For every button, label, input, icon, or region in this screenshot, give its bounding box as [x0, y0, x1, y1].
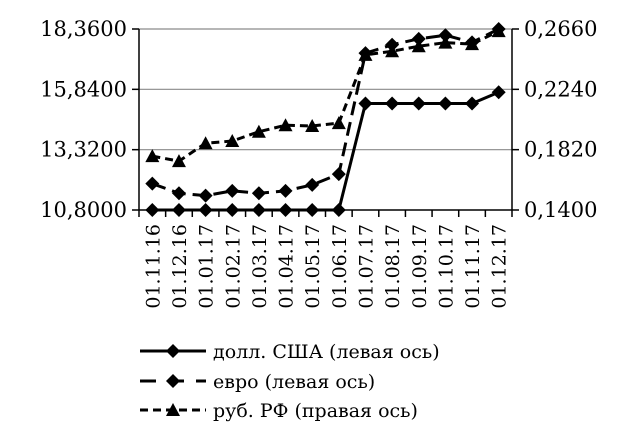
left-tick-label: 18,3600: [40, 17, 127, 41]
right-tick-label: 0,1820: [524, 138, 597, 162]
series-line: [152, 29, 500, 163]
legend-label: руб. РФ (правая ось): [213, 400, 418, 422]
x-tick-label: 01.12.17: [489, 224, 511, 309]
right-tick-label: 0,2660: [524, 17, 597, 41]
data-point: [385, 96, 400, 111]
data-point: [358, 96, 373, 111]
legend-entry: евро (левая ось): [140, 371, 375, 393]
data-point: [305, 177, 320, 192]
series-line: [151, 27, 500, 198]
left-axis-ticks: 10,8000 13,3200 15,8400 18,3600: [40, 17, 139, 222]
right-tick-label: 0,1400: [524, 198, 597, 222]
data-point: [198, 136, 213, 150]
data-point: [251, 186, 266, 201]
series-1: [145, 22, 506, 203]
axes: [138, 29, 513, 211]
x-tick-label: 01.11.17: [462, 224, 484, 309]
series-0: [145, 85, 506, 217]
gridlines: [139, 28, 512, 151]
x-tick-label: 01.04.17: [276, 224, 298, 309]
data-point: [465, 96, 480, 111]
x-tick-label: 01.11.16: [142, 224, 164, 309]
legend-marker: [166, 344, 180, 358]
data-point: [358, 47, 373, 61]
legend-entry: руб. РФ (правая ось): [140, 400, 418, 422]
series-layer: [145, 22, 506, 217]
data-point: [385, 44, 400, 58]
x-tick-label: 01.06.17: [329, 224, 351, 309]
data-point: [145, 176, 160, 191]
data-point: [411, 96, 426, 111]
left-tick-label: 15,8400: [40, 77, 127, 101]
legend-label: евро (левая ось): [213, 371, 375, 393]
x-axis-ticks: 01.11.16 01.12.16 01.01.17 01.02.17 01.03.17…: [138, 210, 513, 309]
data-point: [438, 96, 453, 111]
data-point: [225, 134, 240, 148]
x-tick-label: 01.08.17: [382, 224, 404, 309]
legend-marker: [166, 403, 180, 416]
data-point: [491, 85, 506, 100]
data-point: [491, 24, 506, 38]
x-tick-label: 01.10.17: [435, 224, 457, 309]
data-point: [465, 37, 480, 51]
x-tick-label: 01.03.17: [249, 224, 271, 309]
data-point: [438, 28, 453, 43]
data-point: [171, 154, 186, 168]
data-point: [305, 118, 320, 132]
legend-entry: долл. США (левая ось): [140, 341, 440, 363]
data-point: [278, 118, 293, 132]
x-tick-label: 01.02.17: [222, 224, 244, 309]
right-tick-label: 0,2240: [524, 77, 597, 101]
x-tick-label: 01.09.17: [409, 224, 431, 309]
data-point: [331, 167, 346, 182]
data-point: [278, 183, 293, 198]
left-tick-label: 13,3200: [40, 138, 127, 162]
data-point: [411, 39, 426, 53]
data-point: [198, 188, 213, 203]
legend-label: долл. США (левая ось): [213, 341, 440, 363]
legend-marker: [166, 374, 180, 388]
x-tick-label: 01.07.17: [355, 224, 377, 309]
x-tick-label: 01.05.17: [302, 224, 324, 309]
x-tick-label: 01.01.17: [196, 224, 218, 309]
legend: долл. США (левая ось) евро (левая ось) руб…: [140, 341, 440, 422]
data-point: [251, 124, 266, 138]
series-2: [145, 24, 506, 168]
data-point: [331, 116, 346, 130]
data-point: [411, 31, 426, 46]
data-point: [225, 183, 240, 198]
data-point: [438, 35, 453, 49]
right-axis-ticks: 0,1400 0,1820 0,2240 0,2660: [512, 17, 597, 222]
left-tick-label: 10,8000: [40, 198, 127, 222]
data-point: [171, 186, 186, 201]
x-tick-label: 01.12.16: [169, 224, 191, 309]
data-point: [145, 149, 160, 163]
